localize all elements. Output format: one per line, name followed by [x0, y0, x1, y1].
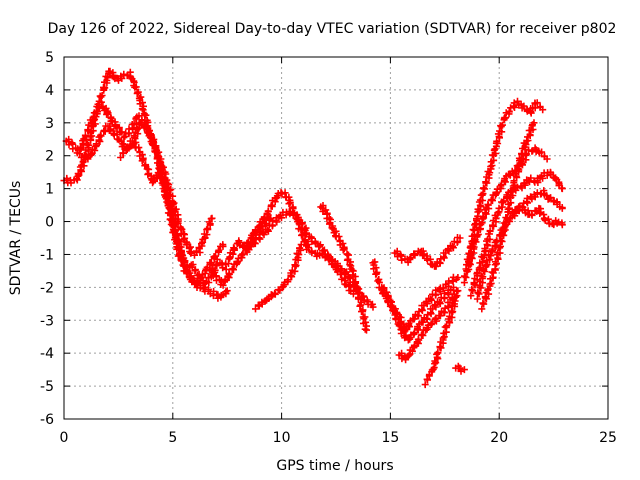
y-tick-label: -2: [40, 280, 54, 296]
series-track-6: [206, 208, 357, 298]
x-axis-label: GPS time / hours: [276, 458, 393, 474]
data-point-markers: [77, 119, 216, 259]
series-track-17: [467, 168, 566, 300]
y-axis-label: SDTVAR / TECUs: [8, 181, 24, 296]
data-point-markers: [317, 202, 370, 334]
tick-labels: 0 5 10 15 20 25 -6 -5 -4 -3 -2 -1 0 1 2 3 4 5: [40, 50, 617, 446]
chart-title: Day 126 of 2022, Sidereal Day-to-day VTE…: [48, 21, 617, 37]
y-tick-label: 0: [45, 215, 54, 231]
y-tick-label: -6: [40, 412, 54, 428]
data-point-markers: [378, 283, 457, 344]
y-tick-label: -1: [40, 247, 54, 263]
y-tick-label: -4: [40, 346, 54, 362]
series-track-13: [391, 234, 464, 270]
series-track-10: [378, 283, 457, 344]
x-tick-label: 25: [599, 430, 617, 446]
axis-ticks: [63, 56, 609, 420]
data-point-markers: [452, 362, 468, 375]
data-point-markers: [467, 168, 566, 300]
data-point-markers: [206, 208, 357, 298]
series-track-12: [421, 293, 460, 389]
series-track-7: [252, 241, 305, 313]
y-tick-label: -5: [40, 379, 54, 395]
data-point-markers: [421, 293, 460, 389]
series-track-20: [508, 203, 566, 229]
data-point-markers: [508, 203, 566, 229]
series-track-16: [465, 144, 551, 273]
y-tick-label: -3: [40, 313, 54, 329]
series-track-14: [452, 362, 468, 375]
data-point-markers: [117, 138, 275, 287]
y-tick-label: 2: [45, 149, 54, 165]
x-tick-label: 15: [381, 430, 399, 446]
y-tick-label: 4: [45, 83, 54, 99]
data-point-markers: [252, 241, 305, 313]
series-track-8: [317, 202, 370, 334]
data-point-markers: [478, 119, 538, 313]
x-tick-label: 20: [490, 430, 508, 446]
x-tick-label: 0: [60, 430, 69, 446]
data-point-markers: [391, 234, 464, 270]
plot-frame: [63, 56, 609, 420]
y-tick-label: 3: [45, 116, 54, 132]
series-track-3: [77, 119, 216, 259]
y-tick-label: 1: [45, 182, 54, 198]
series-track-4: [117, 138, 275, 287]
x-tick-label: 10: [273, 430, 291, 446]
data-series-layer: [60, 67, 566, 389]
x-tick-label: 5: [168, 430, 177, 446]
data-point-markers: [465, 144, 551, 273]
y-tick-label: 5: [45, 50, 54, 66]
series-track-19: [478, 119, 538, 313]
